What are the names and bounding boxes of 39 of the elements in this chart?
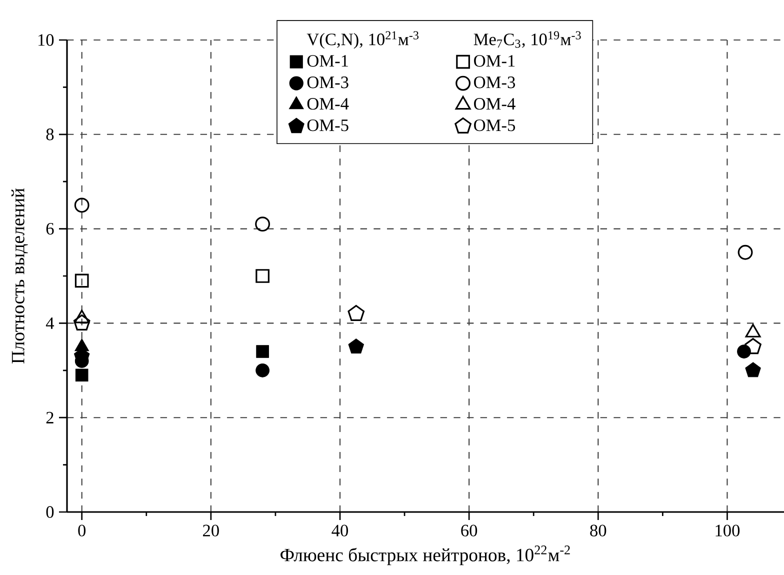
point bbox=[73, 314, 90, 330]
point bbox=[255, 216, 270, 232]
x-tick-label: 100 bbox=[716, 524, 740, 536]
annotation: V(C,N), 10$^{21}$м$^{-3}$ bbox=[306, 31, 419, 49]
x-tick-label: 40 bbox=[332, 524, 348, 536]
point bbox=[74, 198, 90, 213]
point bbox=[256, 345, 269, 358]
point bbox=[74, 338, 90, 352]
legend-label: OM-3 bbox=[474, 76, 516, 88]
point bbox=[75, 368, 88, 382]
annotation: Me$_{7}$C$_{3}$, 10$^{19}$м$^{-3}$ bbox=[474, 31, 581, 48]
point bbox=[745, 362, 761, 378]
legend-label: OM-1 bbox=[474, 55, 515, 67]
point bbox=[74, 274, 89, 288]
point bbox=[348, 338, 364, 354]
point bbox=[737, 344, 751, 358]
point bbox=[738, 244, 753, 260]
point bbox=[256, 269, 270, 283]
x-axis-title: Флюенс быстрых нейтронов, 10$^{22}$м$^{-2}$ bbox=[280, 546, 570, 566]
y-tick-label: 6 bbox=[46, 222, 54, 235]
legend-label: OM-4 bbox=[307, 98, 349, 110]
x-tick-label: 0 bbox=[78, 524, 86, 536]
y-tick-label: 0 bbox=[46, 506, 54, 518]
y-axis-title: Плотность выделений bbox=[11, 188, 28, 364]
y-tick-label: 10 bbox=[38, 34, 54, 46]
legend-label: OM-3 bbox=[307, 76, 348, 88]
y-tick-label: 2 bbox=[46, 412, 54, 424]
legend-label: OM-4 bbox=[474, 98, 516, 110]
legend-label: OM-5 bbox=[474, 120, 516, 132]
point bbox=[744, 338, 762, 354]
x-tick-label: 80 bbox=[590, 524, 606, 536]
y-tick-label: 8 bbox=[46, 128, 54, 140]
point bbox=[348, 304, 365, 322]
legend-label: OM-5 bbox=[307, 120, 348, 132]
y-tick-label: 4 bbox=[46, 317, 54, 329]
x-tick-label: 20 bbox=[203, 524, 219, 536]
x-tick-label: 60 bbox=[461, 524, 478, 536]
point bbox=[256, 363, 270, 378]
legend-label: OM-1 bbox=[307, 55, 348, 67]
